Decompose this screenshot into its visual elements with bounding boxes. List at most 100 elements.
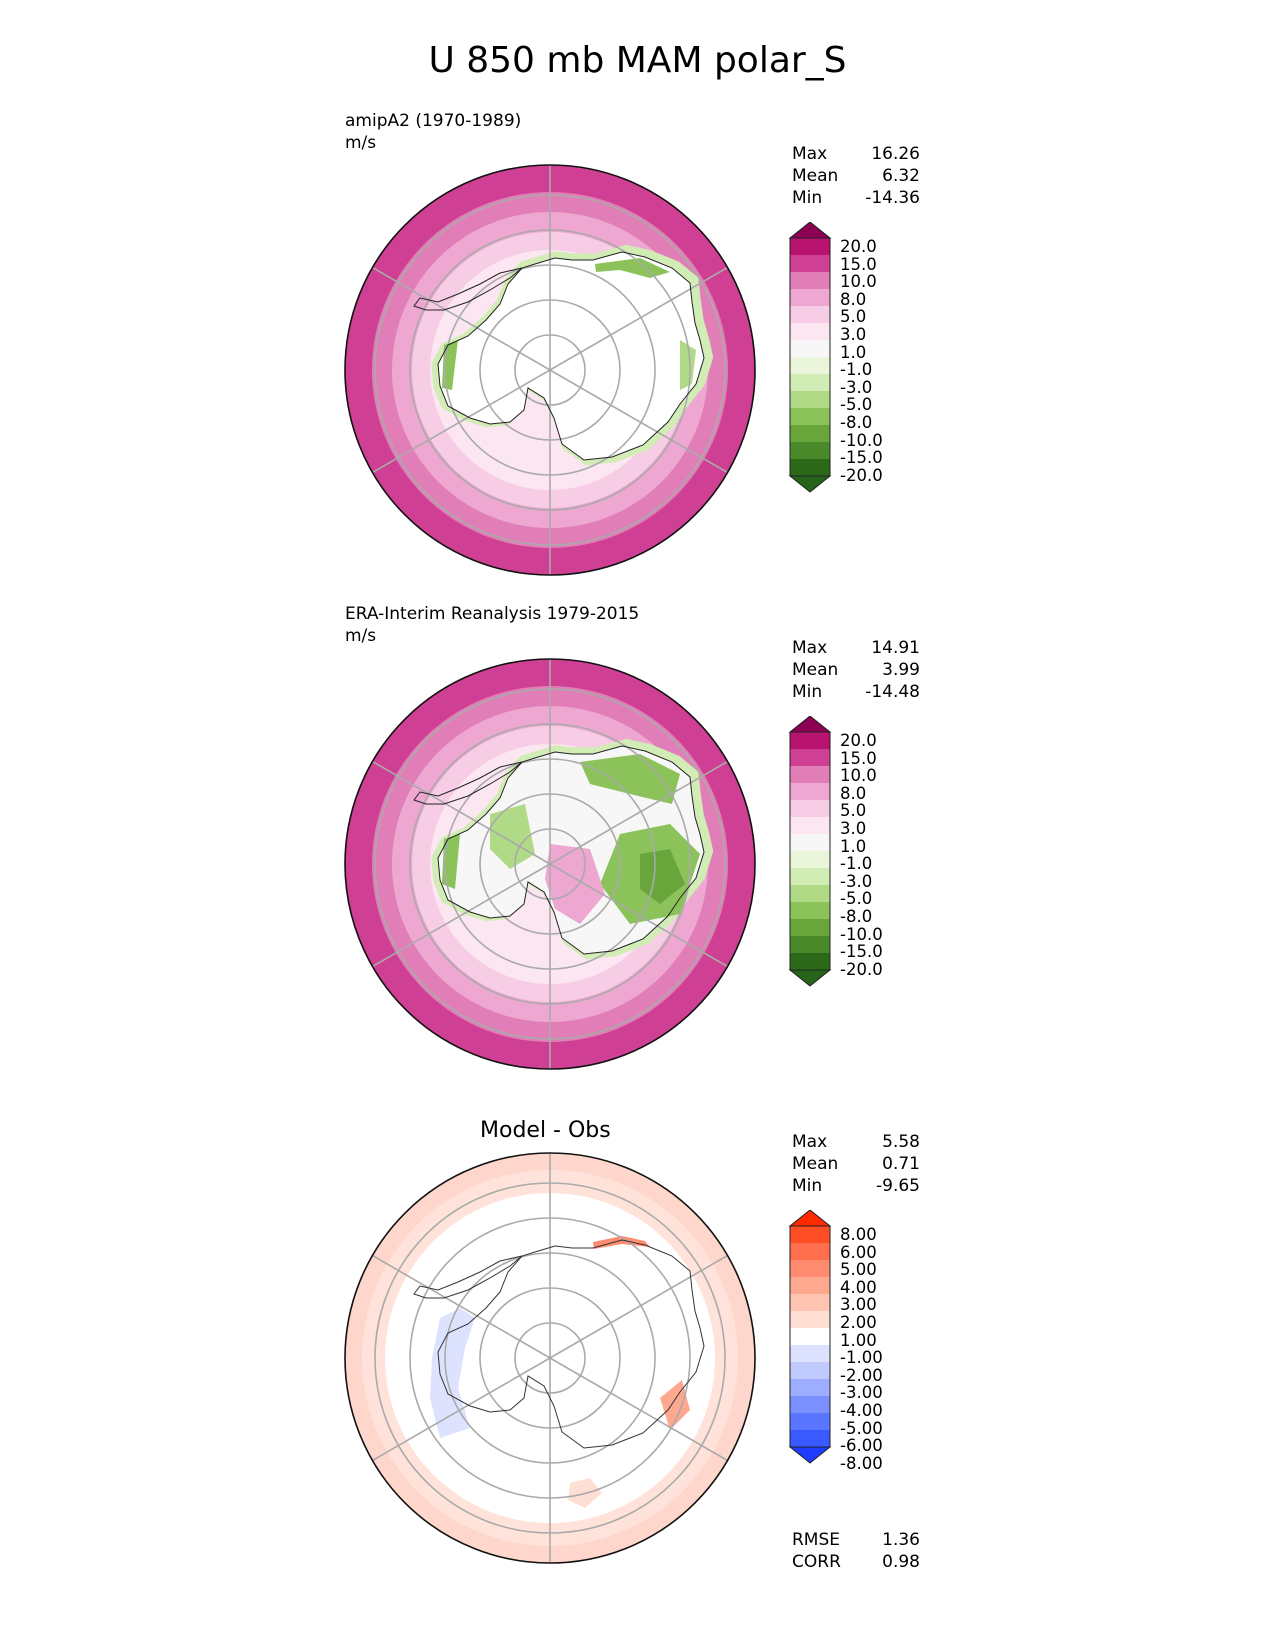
cbar-segment xyxy=(790,1294,830,1311)
cbar-tick-label: -4.00 xyxy=(840,1401,883,1420)
cbar-segment xyxy=(790,238,830,255)
cbar-tick-label: -3.0 xyxy=(840,871,873,891)
cbar-segment xyxy=(790,1277,830,1294)
coastline-peninsula xyxy=(413,1255,523,1299)
cbar-frame xyxy=(789,237,831,477)
cbar-segment xyxy=(790,1413,830,1430)
cbar-segment xyxy=(790,1430,830,1447)
cbar-tick-label: -15.0 xyxy=(840,448,883,468)
panel3-title: Model - Obs xyxy=(480,1118,611,1143)
cbar-segment xyxy=(790,1396,830,1413)
cbar-segment xyxy=(790,442,830,459)
cbar-tick-label: 2.00 xyxy=(840,1313,877,1332)
cbar-segment xyxy=(790,1328,830,1345)
meridian-line xyxy=(372,880,521,968)
cbar-segment xyxy=(790,868,830,885)
meridian-line xyxy=(579,1254,728,1342)
coastline-antarctica xyxy=(437,251,705,461)
cbar-segment xyxy=(790,374,830,391)
map-boundary xyxy=(344,1152,756,1564)
cbar-segment xyxy=(790,1260,830,1277)
meridian-line xyxy=(579,880,728,968)
meridian-line xyxy=(372,266,521,354)
cbar-tick-label: 1.0 xyxy=(840,836,867,856)
cbar-top-arrow xyxy=(788,1210,832,1227)
cbar-segment xyxy=(790,817,830,834)
coastline-antarctica xyxy=(437,1239,705,1449)
meridian-line xyxy=(519,1357,551,1377)
cbar-segment xyxy=(790,459,830,476)
cbar-segment xyxy=(790,885,830,902)
meridian-line xyxy=(579,760,728,848)
panel1-stats: Max 16.26 Mean 6.32 Min -14.36 xyxy=(792,144,920,208)
coastline-antarctica xyxy=(437,745,705,955)
panel2-stats: Max 14.91 Mean 3.99 Min -14.48 xyxy=(792,638,920,702)
cbar-tick-label: -2.00 xyxy=(840,1365,883,1385)
cbar-tick-label: 8.0 xyxy=(840,289,867,309)
meridian-line xyxy=(372,386,521,474)
cbar-tick-label: 6.00 xyxy=(840,1242,877,1262)
cbar-tick-label: -1.0 xyxy=(840,854,873,874)
cbar-segment xyxy=(790,1243,830,1260)
cbar-tick-label: -5.0 xyxy=(840,889,873,909)
cbar-segment xyxy=(790,851,830,868)
cbar-segment xyxy=(790,800,830,817)
cbar-segment xyxy=(790,766,830,783)
cbar-frame xyxy=(789,1225,831,1448)
cbar-bottom-arrow xyxy=(788,969,832,987)
meridian-line xyxy=(549,351,581,371)
cbar-segment xyxy=(790,936,830,953)
field-continent xyxy=(438,252,704,460)
cbar-tick-label: 15.0 xyxy=(840,254,877,274)
panel1-colorbar xyxy=(788,222,832,493)
field-easterly-core xyxy=(490,804,535,869)
cbar-tick-label: -20.0 xyxy=(840,959,883,979)
cbar-segment xyxy=(790,1379,830,1396)
cbar-tick-label: -5.0 xyxy=(840,395,873,415)
cbar-segment xyxy=(790,749,830,766)
cbar-tick-label: 1.00 xyxy=(840,1330,877,1350)
cbar-tick-label: -20.0 xyxy=(840,465,883,485)
cbar-segment xyxy=(790,783,830,800)
cbar-segment xyxy=(790,919,830,936)
cbar-segment xyxy=(790,340,830,357)
cbar-tick-label: -8.0 xyxy=(840,907,873,926)
cbar-top-arrow xyxy=(788,716,832,733)
cbar-tick-label: -3.00 xyxy=(840,1383,883,1403)
cbar-segment xyxy=(790,272,830,289)
coastline-peninsula xyxy=(413,761,523,805)
meridian-line xyxy=(519,845,551,865)
field-continent xyxy=(438,1240,704,1448)
cbar-segment xyxy=(790,425,830,442)
field-easterly-core xyxy=(680,340,696,390)
cbar-tick-label: -1.00 xyxy=(840,1348,883,1368)
meridian-line xyxy=(579,1374,728,1462)
cbar-tick-label: -3.0 xyxy=(840,377,873,397)
figure-title: U 850 mb MAM polar_S xyxy=(428,40,847,81)
panel1-polar-map xyxy=(344,164,756,576)
field-westerly-interior xyxy=(545,844,605,924)
field-positive-anomaly xyxy=(593,1236,650,1249)
cbar-tick-label: -10.0 xyxy=(840,924,883,944)
cbar-segment xyxy=(790,902,830,919)
field-positive-anomaly xyxy=(660,1380,690,1430)
panel3-stats: Max 5.58 Mean 0.71 Min -9.65 xyxy=(792,1132,920,1196)
cbar-tick-label: 8.00 xyxy=(840,1225,877,1244)
cbar-tick-label: -8.00 xyxy=(840,1453,883,1473)
cbar-segment xyxy=(790,306,830,323)
coastline-peninsula xyxy=(413,267,523,311)
cbar-frame xyxy=(789,731,831,971)
map-boundary xyxy=(344,164,756,576)
cbar-segment xyxy=(790,732,830,749)
meridian-line xyxy=(549,1357,581,1377)
map-boundary xyxy=(344,658,756,1070)
cbar-tick-label: -1.0 xyxy=(840,360,873,380)
meridian-line xyxy=(519,863,551,883)
cbar-tick-label: 5.0 xyxy=(840,801,867,821)
cbar-segment xyxy=(790,1345,830,1362)
meridian-line xyxy=(549,369,581,389)
cbar-segment xyxy=(790,289,830,306)
cbar-tick-label: 3.0 xyxy=(840,325,867,344)
panel3-error-stats: RMSE 1.36 CORR 0.98 xyxy=(792,1530,920,1572)
cbar-tick-label: 10.0 xyxy=(840,766,877,786)
